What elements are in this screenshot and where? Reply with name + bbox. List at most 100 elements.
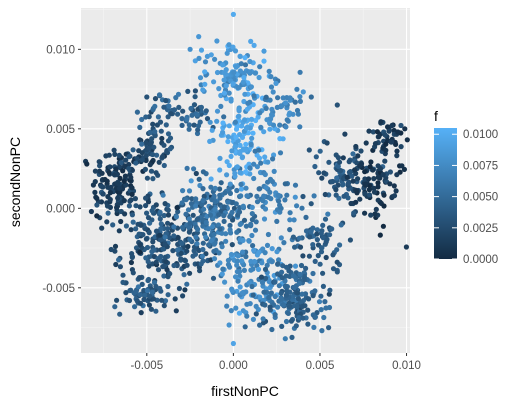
data-point	[212, 56, 218, 62]
data-point	[265, 231, 271, 238]
data-point	[196, 55, 202, 62]
data-point	[345, 195, 351, 201]
data-point	[148, 141, 154, 147]
data-point	[322, 191, 328, 198]
data-point	[150, 151, 156, 158]
data-point	[231, 205, 237, 211]
data-point	[245, 100, 251, 106]
data-point	[157, 119, 164, 125]
data-point	[307, 234, 313, 240]
data-point	[257, 110, 263, 116]
data-point	[249, 211, 255, 217]
data-point	[115, 180, 121, 186]
data-point	[137, 292, 143, 298]
data-point	[375, 184, 381, 190]
data-point	[299, 205, 305, 211]
data-point	[240, 237, 246, 243]
data-point	[204, 53, 210, 60]
legend-label: 0.0025	[463, 223, 498, 235]
data-point	[171, 224, 177, 230]
data-point	[107, 190, 113, 196]
data-point	[226, 42, 232, 48]
data-point	[366, 128, 372, 134]
data-point	[176, 285, 182, 292]
data-point	[267, 120, 273, 126]
data-point	[253, 117, 259, 124]
data-point	[275, 271, 281, 277]
data-point	[388, 139, 394, 145]
data-point	[305, 307, 311, 313]
data-point	[387, 169, 393, 175]
data-point	[231, 69, 237, 75]
data-point	[167, 271, 173, 277]
data-point	[99, 225, 105, 231]
data-point	[259, 280, 266, 286]
data-point	[258, 274, 265, 280]
data-point	[235, 253, 241, 259]
data-point	[188, 105, 194, 112]
data-point	[153, 202, 159, 208]
data-point	[290, 273, 297, 279]
data-point	[126, 203, 132, 209]
data-point	[163, 122, 169, 128]
data-point	[310, 270, 316, 277]
data-point	[137, 249, 143, 255]
data-point	[271, 168, 277, 174]
data-point	[142, 166, 148, 172]
data-point	[197, 75, 204, 81]
data-point	[236, 310, 242, 316]
data-point	[221, 114, 227, 120]
data-point	[175, 235, 181, 241]
legend-label: 0.0075	[463, 160, 498, 172]
data-point	[159, 135, 165, 142]
data-point	[274, 249, 280, 255]
data-point	[203, 234, 209, 240]
data-point	[242, 62, 249, 68]
data-point	[104, 203, 111, 209]
data-point	[375, 197, 381, 203]
data-point	[160, 153, 166, 160]
data-point	[228, 308, 234, 314]
data-point	[227, 222, 233, 229]
data-point	[291, 284, 298, 291]
data-point	[199, 253, 205, 259]
data-point	[239, 154, 246, 160]
data-point	[182, 287, 188, 293]
data-point	[122, 173, 128, 179]
data-point	[227, 190, 233, 196]
data-point	[155, 267, 162, 273]
data-point	[117, 185, 123, 191]
data-point	[138, 310, 144, 316]
data-point	[238, 61, 244, 67]
legend-title: f	[434, 108, 438, 124]
data-point	[156, 159, 162, 165]
data-point	[404, 137, 410, 143]
data-point	[319, 328, 325, 334]
data-point	[156, 92, 163, 98]
data-point	[367, 192, 373, 198]
data-point	[105, 184, 111, 190]
data-point	[377, 232, 383, 238]
data-point	[281, 302, 287, 308]
data-point	[212, 206, 218, 212]
data-point	[214, 118, 220, 124]
data-point	[226, 186, 232, 192]
data-point	[92, 168, 98, 174]
data-point	[382, 132, 388, 138]
data-point	[100, 191, 106, 197]
data-point	[282, 336, 288, 342]
data-point	[143, 140, 149, 146]
data-point	[227, 214, 233, 220]
data-point	[362, 169, 368, 175]
data-point	[294, 290, 301, 296]
data-point	[371, 189, 378, 195]
data-point	[238, 181, 244, 187]
data-point	[162, 298, 169, 304]
data-point	[174, 205, 180, 211]
data-point	[391, 183, 397, 189]
data-point	[310, 225, 316, 231]
data-point	[363, 181, 369, 187]
data-point	[289, 334, 295, 340]
data-point	[268, 290, 274, 296]
data-point	[200, 246, 206, 253]
